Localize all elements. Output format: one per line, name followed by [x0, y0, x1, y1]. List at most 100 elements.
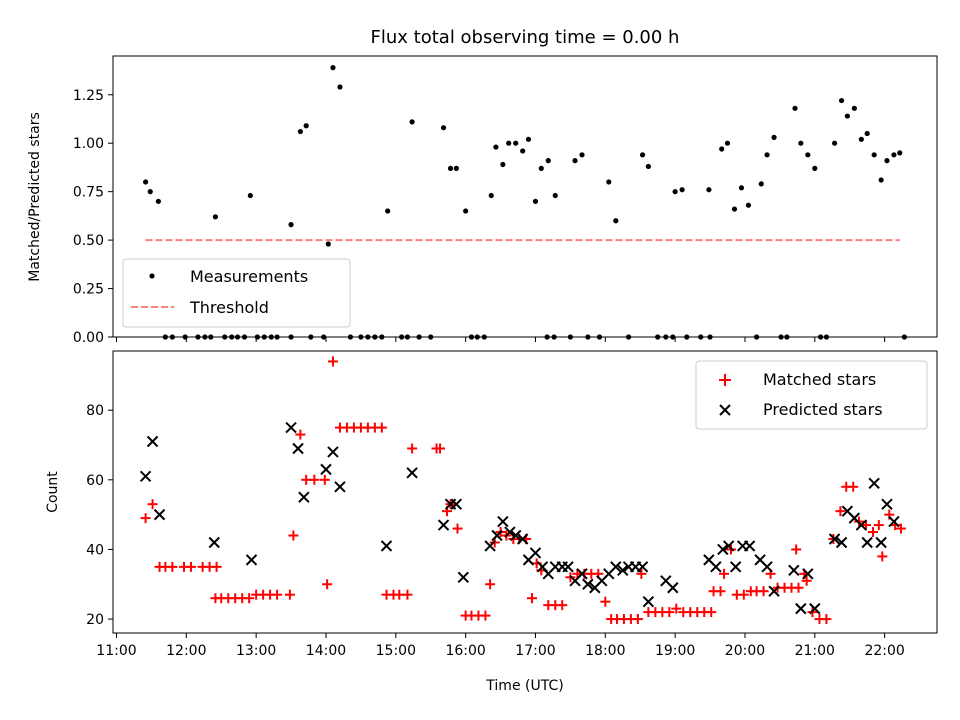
measurement-point	[488, 192, 494, 199]
measurement-point	[440, 125, 447, 131]
measurement-point	[453, 165, 459, 171]
measurement-point	[878, 177, 884, 183]
measurement-point	[500, 161, 506, 168]
predicted-point	[868, 477, 880, 490]
matched-point	[185, 561, 196, 572]
top-ytick-label: 1.25	[73, 88, 104, 104]
legend-measurements-label: Measurements	[190, 267, 308, 286]
predicted-point	[406, 467, 418, 479]
predicted-point	[245, 554, 258, 566]
measurement-point	[303, 123, 309, 129]
measurement-point	[792, 105, 798, 111]
bottom-ytick-label: 20	[86, 612, 104, 628]
matched-point	[895, 523, 906, 534]
predicted-point	[450, 498, 463, 510]
measurement-point	[719, 146, 725, 152]
bottom-xtick-label: 20:00	[725, 643, 765, 659]
measurement-point	[212, 214, 219, 220]
matched-point	[738, 589, 749, 600]
measurement-point	[798, 140, 804, 146]
matched-point	[309, 474, 320, 485]
predicted-point	[809, 602, 821, 615]
predicted-point	[437, 519, 450, 531]
measurement-point	[337, 84, 343, 90]
predicted-point	[667, 582, 679, 594]
bottom-xtick-label: 12:00	[166, 643, 206, 659]
measurement-point	[679, 187, 685, 193]
matched-point	[793, 582, 804, 593]
predicted-point	[484, 540, 496, 552]
bottom-ytick-label: 80	[86, 403, 104, 419]
matched-point	[557, 600, 568, 611]
matched-point	[288, 530, 299, 541]
predicted-point	[802, 568, 814, 580]
measurement-point	[738, 185, 745, 191]
measurement-point	[771, 134, 777, 140]
measurement-point	[871, 152, 877, 158]
bottom-plot-marks	[139, 356, 906, 625]
matched-point	[821, 614, 832, 625]
predicted-point	[327, 446, 339, 458]
predicted-point	[761, 561, 773, 573]
top-panel: Matched/Predicted stars 0.00 0.25 0.50 0.75…	[27, 55, 938, 346]
predicted-point	[285, 421, 297, 434]
figure-title: Flux total observing time = 0.00 h	[371, 27, 680, 48]
bottom-legend: Matched stars Predicted stars	[695, 360, 928, 430]
predicted-point	[334, 481, 346, 493]
legend-measurements-marker	[149, 273, 155, 279]
predicted-point	[516, 533, 529, 545]
matched-point	[435, 443, 446, 454]
matched-point	[402, 589, 413, 600]
matched-point	[600, 596, 611, 607]
predicted-point	[576, 568, 588, 580]
bottom-xtick-label: 11:00	[96, 643, 136, 659]
measurement-point	[155, 198, 161, 204]
top-ytick-label: 0.00	[73, 330, 104, 346]
measurement-point	[745, 202, 752, 208]
measurement-point	[838, 97, 845, 104]
matched-point	[877, 551, 888, 562]
matched-point	[867, 527, 878, 538]
matched-point	[167, 561, 178, 572]
matched-point	[407, 443, 418, 454]
matched-point	[480, 610, 491, 621]
predicted-point	[855, 519, 868, 531]
measurement-point	[247, 192, 253, 199]
predicted-point	[153, 508, 166, 521]
measurement-point	[884, 158, 890, 164]
predicted-point	[881, 498, 893, 510]
bottom-ylabel: Count	[45, 471, 61, 513]
matched-point	[322, 579, 333, 590]
matched-point	[244, 593, 255, 604]
matched-point	[801, 575, 812, 586]
measurement-point	[758, 181, 764, 187]
top-ytick-label: 0.50	[73, 233, 104, 249]
matched-point	[671, 603, 682, 614]
predicted-point	[298, 491, 310, 503]
bottom-panel: Count 20 40 60 80 11:00 12:00 13:00 14:00 15:00…	[45, 350, 938, 659]
measurement-point	[330, 65, 336, 71]
measurement-point	[142, 179, 149, 185]
measurement-point	[639, 152, 646, 158]
measurement-point	[805, 152, 811, 158]
measurement-point	[864, 130, 870, 137]
bottom-x-ticks: 11:00 12:00 13:00 14:00 15:00 16:00 17:00 18:00…	[96, 633, 905, 659]
predicted-point	[529, 547, 542, 559]
matched-point	[284, 589, 295, 600]
predicted-point	[875, 536, 887, 549]
predicted-point	[888, 515, 900, 528]
predicted-point	[491, 529, 503, 542]
predicted-point	[292, 442, 304, 455]
predicted-point	[146, 435, 159, 448]
matched-point	[485, 579, 496, 590]
predicted-point	[610, 561, 622, 573]
measurement-point	[606, 179, 612, 185]
predicted-point	[768, 585, 780, 597]
measurement-point	[645, 163, 651, 170]
measurement-point	[532, 198, 539, 204]
top-axes-frame	[112, 55, 938, 338]
measurement-point	[147, 189, 153, 195]
predicted-point	[562, 561, 574, 573]
matched-point	[140, 513, 151, 524]
bottom-xtick-label: 21:00	[795, 643, 835, 659]
